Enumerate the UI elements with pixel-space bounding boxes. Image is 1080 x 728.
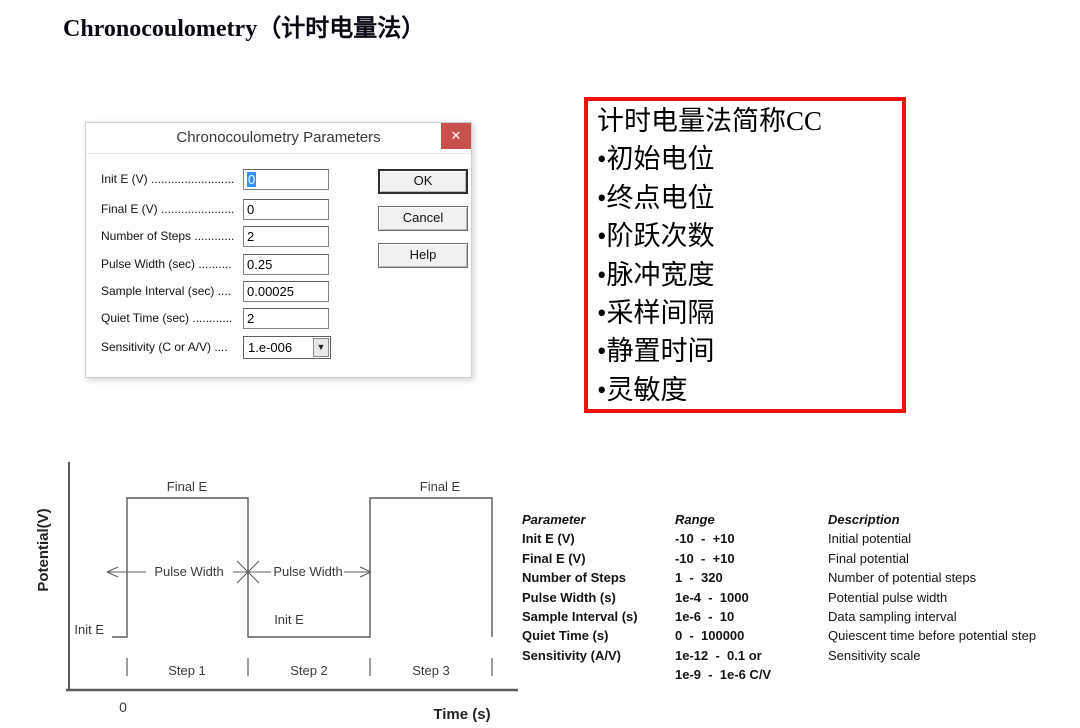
quiet-time-value: 2 bbox=[247, 311, 255, 326]
step-3-label: Step 3 bbox=[412, 663, 450, 678]
empty-cell bbox=[828, 665, 1080, 684]
titlebar-separator bbox=[86, 153, 471, 154]
init-e-field[interactable]: 0 bbox=[243, 169, 329, 190]
init-e-value: 0 bbox=[247, 172, 257, 187]
close-icon[interactable]: ✕ bbox=[441, 123, 471, 149]
range-overflow-cell: 1e-9 - 1e-6 C/V bbox=[675, 667, 772, 683]
y-axis-label: Potential(V) bbox=[35, 508, 52, 591]
number-of-steps-label: Number of Steps ............ bbox=[101, 229, 235, 243]
cc-summary-callout: 计时电量法简称CC •初始电位 •终点电位 •阶跃次数 •脉冲宽度 •采样间隔 … bbox=[584, 97, 906, 413]
final-e-label: Final E (V) ...................... bbox=[101, 202, 235, 216]
range-cell: 1e-12 - 0.1 or bbox=[675, 647, 762, 663]
origin-label: 0 bbox=[119, 699, 127, 715]
param-cell: Number of Steps bbox=[522, 570, 627, 586]
desc-cell: Sensitivity scale bbox=[828, 647, 921, 663]
cancel-button[interactable]: Cancel bbox=[378, 206, 468, 231]
pulse-width-field[interactable]: 0.25 bbox=[243, 254, 329, 275]
desc-cell: Number of potential steps bbox=[828, 570, 977, 586]
col-header-range: Range bbox=[675, 512, 715, 527]
step-1-label: Step 1 bbox=[168, 663, 206, 678]
callout-item: •阶跃次数 bbox=[597, 221, 715, 252]
final-e-value: 0 bbox=[247, 202, 255, 217]
desc-cell: Potential pulse width bbox=[828, 589, 948, 605]
callout-item: •采样间隔 bbox=[597, 298, 715, 329]
callout-item: •初始电位 bbox=[597, 144, 715, 175]
step-2-label: Step 2 bbox=[290, 663, 328, 678]
potential-waveform-figure: Final E Final E Pulse Width Pulse Width … bbox=[35, 462, 518, 723]
ok-button[interactable]: OK bbox=[378, 169, 468, 194]
pulse-width-label: Pulse Width (sec) .......... bbox=[101, 257, 232, 271]
chevron-down-icon[interactable]: ▼ bbox=[313, 338, 329, 357]
callout-item: •静置时间 bbox=[597, 336, 715, 367]
sensitivity-dropdown[interactable]: 1.e-006 ▼ bbox=[243, 336, 331, 359]
chronocoulometry-parameters-dialog: Chronocoulometry Parameters ✕ Init E (V)… bbox=[85, 122, 472, 378]
param-cell: Sensitivity (A/V) bbox=[522, 647, 621, 663]
x-axis-label: Time (s) bbox=[433, 706, 490, 723]
range-cell: -10 - +10 bbox=[675, 531, 735, 547]
waveform-path bbox=[112, 497, 493, 638]
sample-interval-field[interactable]: 0.00025 bbox=[243, 281, 329, 302]
param-cell: Init E (V) bbox=[522, 531, 575, 547]
init-e-label-2: Init E bbox=[274, 612, 304, 627]
range-cell: 1e-4 - 1000 bbox=[675, 589, 749, 605]
range-cell: -10 - +10 bbox=[675, 550, 735, 566]
parameter-range-table: Parameter Range Description Init E (V) -… bbox=[522, 510, 1080, 685]
number-of-steps-field[interactable]: 2 bbox=[243, 226, 329, 247]
callout-item: •灵敏度 bbox=[597, 374, 688, 405]
range-cell: 1e-6 - 10 bbox=[675, 609, 735, 625]
callout-item: •脉冲宽度 bbox=[597, 259, 715, 290]
empty-cell bbox=[522, 665, 675, 684]
final-e-field[interactable]: 0 bbox=[243, 199, 329, 220]
desc-cell: Quiescent time before potential step bbox=[828, 628, 1037, 644]
dialog-title: Chronocoulometry Parameters bbox=[176, 129, 381, 146]
pulse-width-arrows bbox=[106, 560, 372, 584]
final-e-label-2: Final E bbox=[420, 479, 461, 494]
desc-cell: Initial potential bbox=[828, 531, 912, 547]
quiet-time-label: Quiet Time (sec) ............ bbox=[101, 311, 233, 325]
callout-heading: 计时电量法简称CC bbox=[597, 106, 823, 136]
pulse-width-value: 0.25 bbox=[247, 257, 273, 272]
sample-interval-label: Sample Interval (sec) .... bbox=[101, 284, 232, 298]
param-cell: Final E (V) bbox=[522, 550, 586, 566]
col-header-description: Description bbox=[828, 512, 900, 527]
range-cell: 1 - 320 bbox=[675, 570, 723, 586]
desc-cell: Data sampling interval bbox=[828, 609, 957, 625]
param-cell: Quiet Time (s) bbox=[522, 628, 609, 644]
param-cell: Sample Interval (s) bbox=[522, 609, 638, 625]
pulse-width-label-2: Pulse Width bbox=[273, 564, 342, 579]
desc-cell: Final potential bbox=[828, 550, 909, 566]
param-cell: Pulse Width (s) bbox=[522, 589, 616, 605]
final-e-label-1: Final E bbox=[167, 479, 208, 494]
range-cell: 0 - 100000 bbox=[675, 628, 745, 644]
pulse-width-label-1: Pulse Width bbox=[154, 564, 223, 579]
callout-item: •终点电位 bbox=[597, 182, 715, 213]
col-header-parameter: Parameter bbox=[522, 512, 586, 527]
sensitivity-value: 1.e-006 bbox=[248, 340, 293, 355]
init-e-label-1: Init E bbox=[74, 622, 104, 637]
number-of-steps-value: 2 bbox=[247, 229, 255, 244]
quiet-time-field[interactable]: 2 bbox=[243, 308, 329, 329]
init-e-label: Init E (V) ......................... bbox=[101, 172, 235, 186]
sample-interval-value: 0.00025 bbox=[247, 284, 294, 299]
page-title: Chronocoulometry（计时电量法） bbox=[63, 16, 426, 42]
sensitivity-label: Sensitivity (C or A/V) .... bbox=[101, 340, 228, 354]
help-button[interactable]: Help bbox=[378, 243, 468, 268]
dialog-titlebar: Chronocoulometry Parameters ✕ bbox=[86, 123, 471, 153]
